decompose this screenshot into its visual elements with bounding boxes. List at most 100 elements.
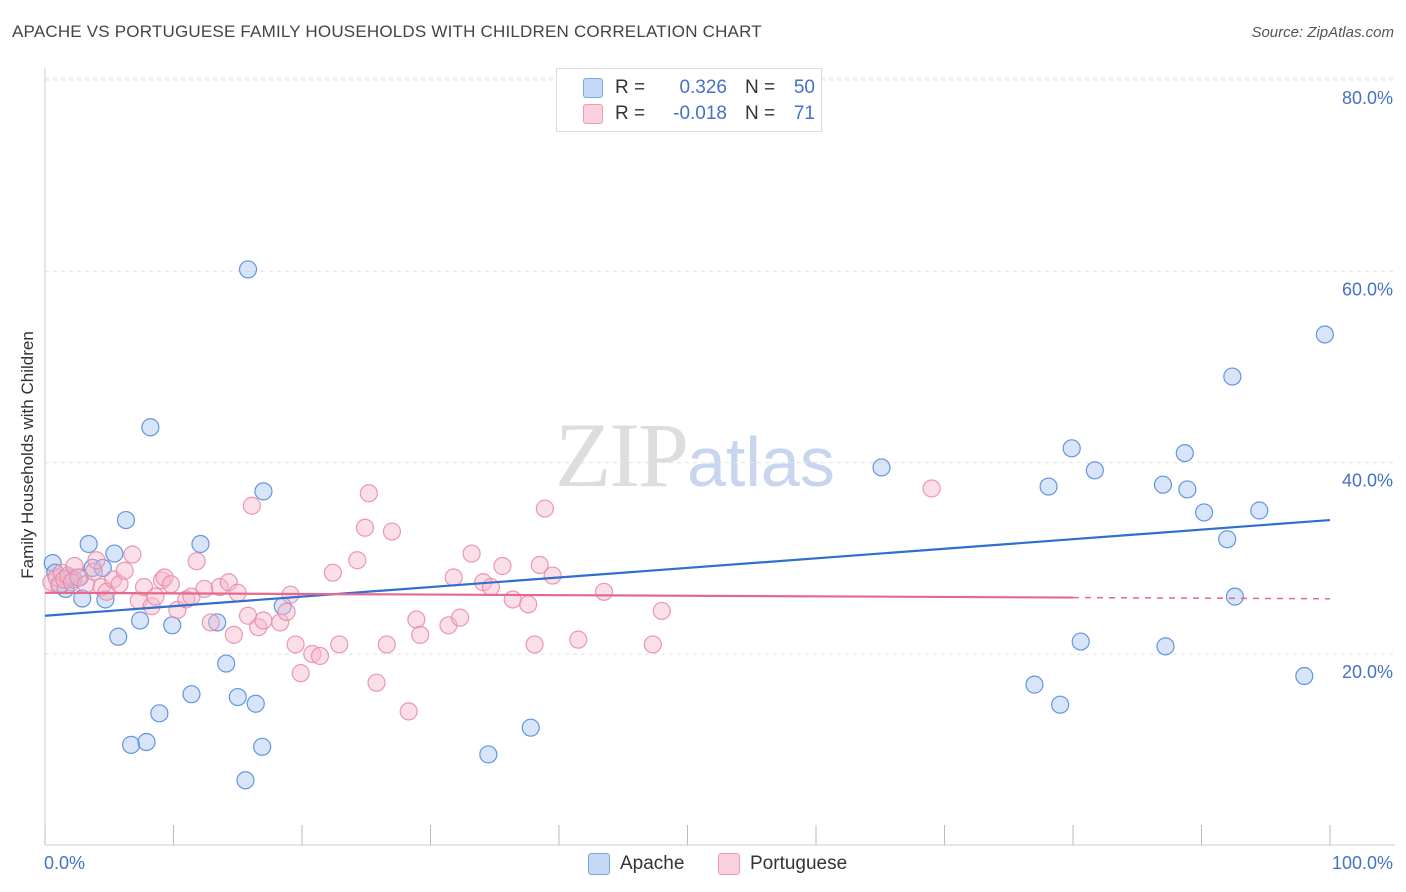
data-point	[594, 582, 614, 601]
portuguese-legend-label: Portuguese	[750, 853, 848, 874]
data-point	[277, 602, 296, 622]
data-point	[479, 745, 498, 764]
data-point	[503, 590, 522, 609]
data-point	[182, 685, 201, 704]
data-point	[493, 556, 512, 576]
data-point	[187, 552, 206, 571]
y-tick-label: 80.0%	[1342, 88, 1393, 108]
data-point	[152, 571, 172, 590]
data-point	[253, 737, 272, 756]
data-point	[116, 510, 136, 530]
apache-swatch	[583, 78, 603, 98]
data-point	[271, 613, 290, 632]
data-point	[236, 771, 255, 790]
data-point	[121, 735, 141, 754]
data-point	[137, 732, 156, 752]
zipatlas-watermark: ZIPatlas	[555, 402, 835, 508]
data-point	[217, 654, 236, 673]
data-point	[1315, 325, 1334, 344]
x-tick-label: 0.0%	[44, 853, 85, 873]
y-axis-label: Family Households with Children	[18, 331, 37, 579]
data-point	[219, 573, 238, 592]
data-point	[330, 635, 349, 654]
data-point	[1175, 444, 1194, 463]
data-point	[535, 499, 554, 518]
data-point	[254, 482, 273, 501]
gridlines	[45, 77, 1395, 655]
data-point	[150, 704, 169, 723]
data-point	[79, 534, 98, 554]
data-point	[348, 551, 367, 570]
data-point	[382, 522, 402, 541]
data-point	[1225, 587, 1245, 606]
data-point	[462, 544, 481, 563]
data-point	[1156, 637, 1175, 656]
trend-lines	[44, 518, 1331, 617]
data-point	[177, 590, 196, 609]
n-label: N =	[745, 77, 776, 98]
data-point	[254, 611, 273, 630]
data-point	[109, 627, 128, 646]
data-point	[355, 518, 375, 537]
r-label: R =	[615, 77, 646, 98]
data-point	[569, 630, 588, 649]
data-point	[208, 613, 227, 632]
y-tick-label: 40.0%	[1342, 471, 1393, 491]
data-point	[87, 551, 106, 570]
watermark-atlas: atlas	[687, 423, 835, 501]
trend-line	[44, 518, 1331, 617]
data-point	[123, 545, 142, 564]
data-point	[922, 479, 941, 498]
data-point	[643, 635, 662, 654]
data-point	[115, 561, 134, 580]
data-point	[228, 687, 247, 707]
axes	[44, 68, 1395, 846]
data-point	[155, 568, 174, 587]
data-point	[407, 610, 426, 629]
data-point	[872, 458, 891, 477]
data-point	[286, 635, 305, 654]
data-point	[246, 694, 265, 713]
data-point	[210, 577, 229, 597]
data-point	[84, 562, 103, 581]
data-point	[65, 556, 84, 576]
data-point	[238, 260, 258, 279]
data-point	[1071, 632, 1090, 651]
data-point	[163, 616, 182, 635]
data-point	[652, 601, 671, 621]
y-tick-label: 20.0%	[1342, 662, 1393, 682]
data-point	[310, 646, 330, 666]
trend-line-extension	[1072, 596, 1331, 600]
data-point	[291, 664, 310, 683]
correlation-legend: R = 0.326 N = 50 R = -0.018 N = 71	[556, 68, 822, 132]
data-point	[224, 625, 243, 644]
data-point	[242, 496, 261, 515]
apache-legend-swatch	[588, 853, 610, 875]
data-point	[367, 673, 386, 692]
bottom-legend-portuguese: Portuguese	[718, 852, 847, 876]
y-tick-label: 60.0%	[1342, 279, 1393, 299]
data-point	[201, 613, 220, 632]
data-point	[530, 555, 549, 575]
data-point	[519, 595, 538, 614]
data-point	[191, 534, 210, 554]
data-point	[444, 568, 463, 587]
data-point	[399, 702, 418, 721]
n-value: 50	[793, 77, 815, 98]
apache-legend-label: Apache	[620, 853, 685, 874]
data-point	[161, 575, 181, 594]
data-point	[450, 608, 470, 627]
n-value: 71	[793, 103, 815, 124]
x-tick-label: 100.0%	[1332, 853, 1393, 873]
data-point	[1085, 461, 1104, 480]
r-value: -0.018	[673, 103, 727, 124]
data-point	[105, 544, 124, 563]
tick-labels: 20.0% 40.0% 60.0% 80.0% 0.0% 100.0%	[44, 88, 1393, 873]
data-point	[521, 718, 540, 737]
data-point	[1039, 477, 1058, 496]
data-point	[359, 484, 378, 503]
portuguese-legend-swatch	[718, 853, 740, 875]
data-point	[73, 589, 92, 608]
data-point	[1218, 530, 1237, 549]
